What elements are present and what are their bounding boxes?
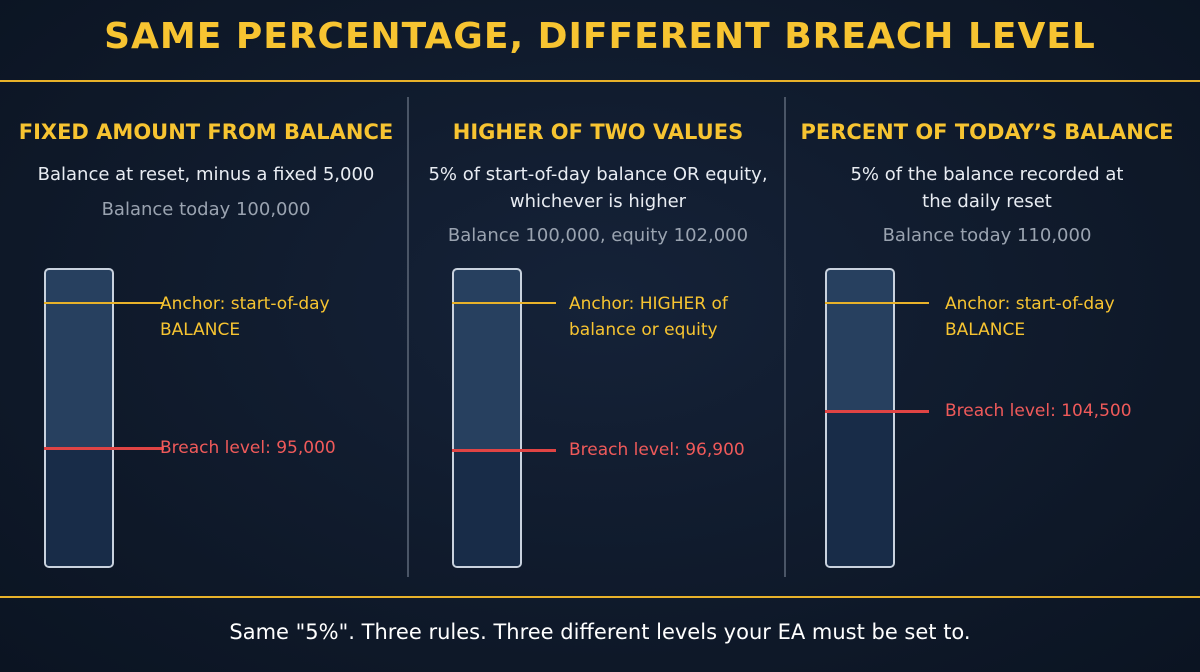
panel-heading: FIXED AMOUNT FROM BALANCE <box>18 120 394 144</box>
panel-percent-today: PERCENT OF TODAY’S BALANCE 5% of the bal… <box>797 0 1177 596</box>
balance-bar <box>452 268 522 568</box>
panel-description: 5% of start-of-day balance OR equity, wh… <box>428 164 768 212</box>
slide-title: SAME PERCENTAGE, DIFFERENT BREACH LEVEL <box>104 16 1096 57</box>
bar-below-breach <box>827 412 893 566</box>
breach-line <box>452 449 556 452</box>
balance-bar <box>825 268 895 568</box>
bar-below-breach <box>46 450 112 566</box>
bar-below-breach <box>454 452 520 566</box>
balance-bar <box>44 268 114 568</box>
breach-label: Breach level: 104,500 <box>945 401 1132 421</box>
panel-note: Balance today 100,000 <box>101 199 311 220</box>
footer-caption: Same "5%". Three rules. Three different … <box>229 620 971 644</box>
breach-line <box>825 410 929 413</box>
panel-fixed-amount: FIXED AMOUNT FROM BALANCE Balance at res… <box>16 0 396 596</box>
panel-note: Balance today 110,000 <box>882 225 1092 246</box>
column-divider <box>407 97 409 577</box>
anchor-line <box>452 302 556 304</box>
column-divider <box>784 97 786 577</box>
top-divider <box>0 80 1200 82</box>
panel-description: Balance at reset, minus a fixed 5,000 <box>37 164 375 185</box>
anchor-line <box>44 302 164 304</box>
panel-heading: PERCENT OF TODAY’S BALANCE <box>800 120 1174 144</box>
anchor-label: Anchor: HIGHER of balance or equity <box>569 294 728 340</box>
anchor-label: Anchor: start-of-day BALANCE <box>160 294 330 340</box>
breach-label: Breach level: 95,000 <box>160 438 336 458</box>
bottom-divider <box>0 596 1200 598</box>
breach-line <box>44 447 164 450</box>
panel-description: 5% of the balance recorded at the daily … <box>850 164 1124 212</box>
panel-note: Balance 100,000, equity 102,000 <box>447 225 749 246</box>
panel-heading: HIGHER OF TWO VALUES <box>452 120 744 144</box>
breach-label: Breach level: 96,900 <box>569 440 745 460</box>
anchor-label: Anchor: start-of-day BALANCE <box>945 294 1115 340</box>
anchor-line <box>825 302 929 304</box>
panel-higher-of-two: HIGHER OF TWO VALUES 5% of start-of-day … <box>408 0 788 596</box>
